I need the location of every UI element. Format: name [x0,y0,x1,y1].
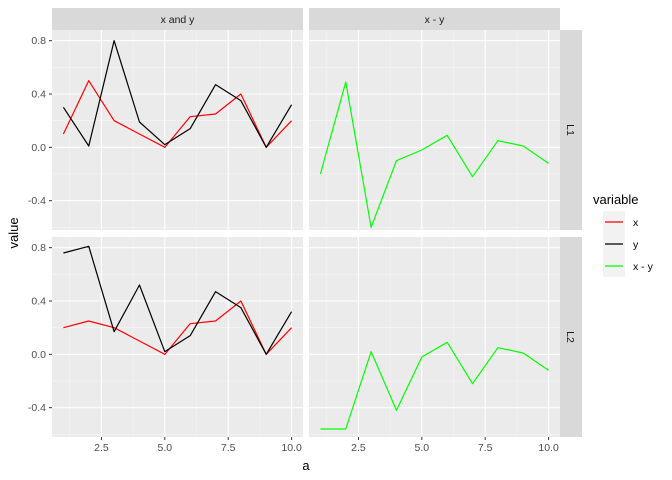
y-tick-label-l2-0: -0.4 [28,402,46,414]
x-tick-label-x-y-2: 7.5 [478,442,493,454]
strip-bg-col-2 [309,8,560,30]
strip-label-x-and-y: x and y [161,14,196,26]
x-tick-label-x-and-y-3: 10.0 [281,442,302,454]
x-tick-label-x-and-y-1: 5.0 [158,442,173,454]
y-tick-label-l2-3: 0.8 [31,242,46,254]
axis-ticks: -0.4 0.0 0.4 0.8 -0.4 0.0 0.4 0.8 2.5 5.0 7.5 10.0 2… [28,35,559,454]
series-lines [62,40,549,430]
strip-bg-row-2 [560,237,582,437]
y-tick-label-l1-1: 0.0 [31,142,46,154]
series-line-x-y-l2-x-y [320,341,549,430]
legend-label-x-y: x - y [633,261,654,273]
y-tick-label-l1-3: 0.8 [31,35,46,47]
panel-bg-l2-x-and-y [52,237,303,437]
x-tick-label-x-y-0: 2.5 [351,442,366,454]
legend-keys: xy x - y [603,211,654,277]
series-line-x-y-l1-x-y [319,81,549,228]
series-line-x-l2-x-and-y [63,300,293,355]
y-axis-title: value [6,217,21,248]
y-tick-label-l2-2: 0.4 [31,296,46,308]
strip-bg-col-1 [52,8,303,30]
panel-bg-l1-x-and-y [52,30,303,230]
legend: variable xy x - y [593,192,654,277]
x-tick-label-x-y-3: 10.0 [538,442,559,454]
y-tick-label-l1-0: -0.4 [28,195,46,207]
panel-bg-l1-x-minus-y [309,30,560,230]
legend-label-y: y [633,239,639,251]
y-tick-label-l1-2: 0.4 [31,89,46,101]
grid-lines [52,30,560,437]
x-axis-title: a [302,458,310,473]
panel-bg-l2-x-minus-y [309,237,560,437]
strip-label-l2: L2 [564,331,576,343]
legend-label-x: x [633,217,639,229]
x-tick-label-x-and-y-0: 2.5 [94,442,109,454]
legend-title: variable [593,192,639,207]
x-tick-label-x-y-1: 5.0 [415,442,430,454]
strip-label-l1: L1 [564,124,576,136]
y-tick-label-l2-1: 0.0 [31,349,46,361]
series-line-y-l1-x-and-y [62,40,293,148]
series-line-y-l2-x-and-y [63,245,293,355]
x-tick-label-x-and-y-2: 7.5 [221,442,236,454]
strip-bg-row-1 [560,30,582,230]
strip-label-x-minus-y: x - y [425,14,446,26]
series-line-x-l1-x-and-y [62,80,293,148]
